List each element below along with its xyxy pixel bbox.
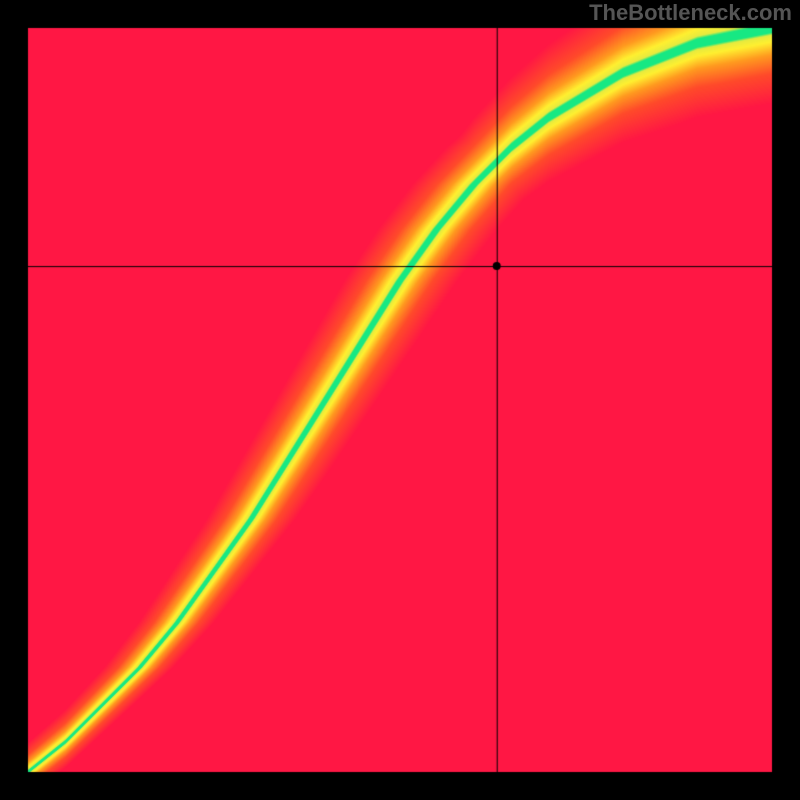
chart-container: TheBottleneck.com (0, 0, 800, 800)
watermark-text: TheBottleneck.com (589, 0, 792, 26)
heatmap-canvas (0, 0, 800, 800)
